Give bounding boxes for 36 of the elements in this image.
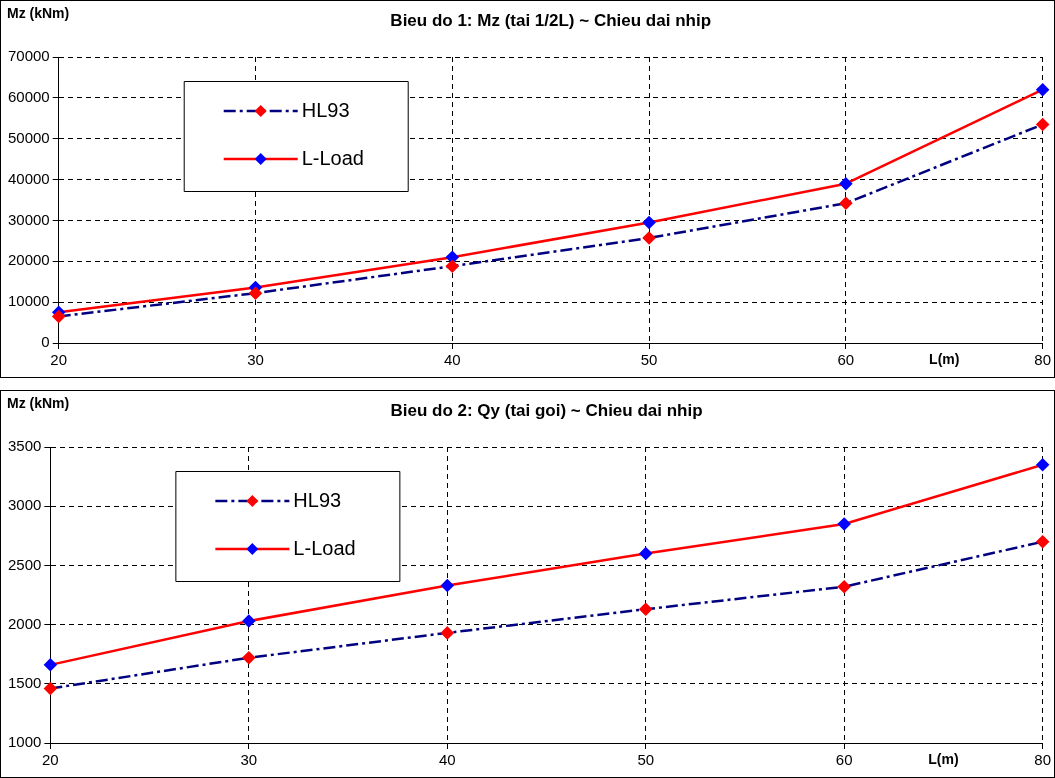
y-tick-label: 60000 bbox=[7, 88, 50, 105]
x-tick-label: 20 bbox=[42, 751, 59, 769]
y-axis-title: Mz (kNm) bbox=[7, 4, 70, 21]
y-axis-title: Mz (kNm) bbox=[7, 394, 70, 411]
y-tick-label: 50000 bbox=[7, 128, 50, 146]
chart-title: Bieu do 2: Qy (tai goi) ~ Chieu dai nhip bbox=[390, 401, 703, 421]
chart-title: Bieu do 1: Mz (tai 1/2L) ~ Chieu dai nhip bbox=[390, 11, 712, 31]
x-tick-label: 30 bbox=[247, 351, 264, 369]
legend-label: HL93 bbox=[301, 98, 350, 121]
y-tick-label: 0 bbox=[41, 333, 50, 351]
y-tick-label: 30000 bbox=[7, 210, 50, 228]
x-axis-title: L(m) bbox=[928, 750, 959, 767]
y-tick-label: 3500 bbox=[7, 437, 42, 455]
legend-label: L-Load bbox=[293, 536, 356, 559]
x-tick-label: 60 bbox=[835, 751, 853, 769]
x-axis-title: L(m) bbox=[929, 350, 960, 367]
y-tick-label: 10000 bbox=[7, 292, 50, 310]
x-tick-label: 40 bbox=[438, 751, 456, 769]
y-tick-label: 3000 bbox=[7, 496, 42, 514]
x-tick-label: 60 bbox=[837, 351, 855, 369]
x-tick-label: 30 bbox=[240, 751, 258, 769]
y-tick-label: 1000 bbox=[7, 733, 42, 751]
x-tick-label: 80 bbox=[1034, 751, 1051, 769]
y-tick-label: 2500 bbox=[7, 555, 42, 573]
y-tick-label: 40000 bbox=[7, 169, 50, 187]
y-tick-label: 20000 bbox=[7, 251, 50, 269]
x-tick-label: 20 bbox=[50, 351, 68, 369]
x-tick-label: 50 bbox=[637, 751, 655, 769]
legend-label: L-Load bbox=[301, 146, 364, 169]
x-tick-label: 80 bbox=[1034, 351, 1051, 369]
y-tick-label: 1500 bbox=[7, 673, 42, 691]
x-tick-label: 40 bbox=[443, 351, 461, 369]
y-tick-label: 70000 bbox=[7, 47, 50, 65]
x-tick-label: 50 bbox=[640, 351, 658, 369]
y-tick-label: 2000 bbox=[7, 614, 42, 632]
legend-label: HL93 bbox=[293, 488, 342, 511]
